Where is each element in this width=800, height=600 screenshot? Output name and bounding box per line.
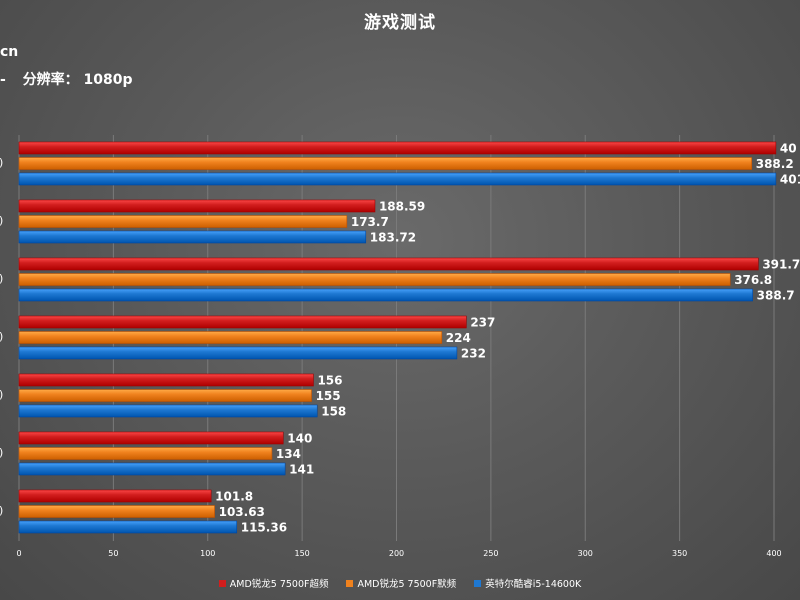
data-label-series-1: 224 — [446, 331, 471, 345]
data-label-series-1: 134 — [276, 447, 301, 461]
bar-series-1 — [18, 215, 348, 228]
category-label: ) — [0, 388, 3, 401]
legend-swatch-series-2 — [474, 579, 482, 587]
data-label-series-0: 391.7 — [762, 258, 800, 272]
x-tick-label: 350 — [672, 549, 687, 558]
category-label: ) — [0, 330, 3, 343]
legend-label-series-1: AMD锐龙5 7500F默频 — [357, 579, 457, 590]
bar-series-1 — [18, 157, 753, 170]
x-tick-label: 150 — [294, 549, 309, 558]
legend-swatch-series-1 — [346, 579, 354, 587]
bar-series-1 — [18, 389, 312, 402]
bar-series-2 — [18, 346, 458, 360]
x-tick-label: 0 — [16, 549, 21, 558]
data-label-series-0: 140 — [287, 432, 312, 446]
bar-series-2 — [18, 462, 286, 476]
bar-series-1 — [18, 447, 273, 460]
bar-series-2 — [18, 230, 367, 244]
bar-series-2 — [18, 172, 777, 186]
data-label-series-0: 188.59 — [379, 200, 425, 214]
category-label: ) — [0, 214, 3, 227]
chart-subtitle-row: - 分辨率： 1080p — [0, 69, 133, 89]
data-label-series-1: 103.63 — [219, 505, 265, 519]
x-tick-label: 300 — [578, 549, 593, 558]
bar-series-0 — [18, 373, 314, 387]
chart-title: 游戏测试 — [364, 13, 436, 33]
category-label: ) — [0, 156, 3, 169]
bar-series-2 — [18, 520, 238, 534]
data-label-series-1: 376.8 — [734, 273, 772, 287]
data-label-series-1: 388.2 — [756, 157, 794, 171]
data-label-series-1: 155 — [316, 389, 341, 403]
x-tick-label: 250 — [483, 549, 498, 558]
category-label: ) — [0, 446, 3, 459]
legend: AMD锐龙5 7500F超频 AMD锐龙5 7500F默频 英特尔酷睿i5-14… — [0, 576, 800, 590]
x-tick-label: 100 — [200, 549, 215, 558]
bar-series-0 — [18, 141, 777, 155]
bar-series-1 — [18, 273, 731, 286]
category-label: ) — [0, 272, 3, 285]
bar-series-2 — [18, 404, 318, 418]
data-label-series-0: 101.8 — [215, 490, 253, 504]
legend-item-series-0: AMD锐龙5 7500F超频 — [218, 576, 329, 590]
bar-series-1 — [18, 331, 443, 344]
legend-label-series-0: AMD锐龙5 7500F超频 — [229, 579, 329, 590]
bar-series-0 — [18, 257, 759, 271]
data-label-series-2: 158 — [321, 405, 346, 419]
bar-series-0 — [18, 199, 376, 213]
chart-subtitle-top: cn — [0, 44, 19, 60]
bar-series-0 — [18, 489, 212, 503]
data-label-series-1: 173.7 — [351, 215, 389, 229]
bar-series-0 — [18, 431, 284, 445]
x-tick-label: 50 — [108, 549, 118, 558]
legend-item-series-1: AMD锐龙5 7500F默频 — [346, 576, 456, 590]
bar-series-0 — [18, 315, 467, 329]
x-tick-label: 200 — [389, 549, 404, 558]
data-label-series-2: 388.7 — [757, 289, 795, 303]
chart-subtitle: 分辨率： 1080p — [22, 72, 133, 88]
bar-series-2 — [18, 288, 753, 302]
data-label-series-2: 401 — [780, 173, 800, 187]
legend-label-series-2: 英特尔酷睿i5-14600K — [485, 579, 582, 590]
data-label-series-2: 183.72 — [370, 231, 416, 245]
data-label-series-0: 237 — [470, 316, 495, 330]
data-label-series-2: 141 — [289, 463, 314, 477]
data-label-series-2: 115.36 — [241, 521, 287, 535]
x-tick-label: 400 — [766, 549, 781, 558]
subtitle-prefix: - — [0, 72, 6, 88]
data-label-series-2: 232 — [461, 347, 486, 361]
category-label: ) — [0, 504, 3, 517]
legend-item-series-2: 英特尔酷睿i5-14600K — [474, 576, 581, 590]
bar-series-1 — [18, 505, 215, 518]
data-label-series-0: 156 — [317, 374, 342, 388]
data-label-series-0: 40 — [780, 142, 797, 156]
legend-swatch-series-0 — [218, 579, 226, 587]
